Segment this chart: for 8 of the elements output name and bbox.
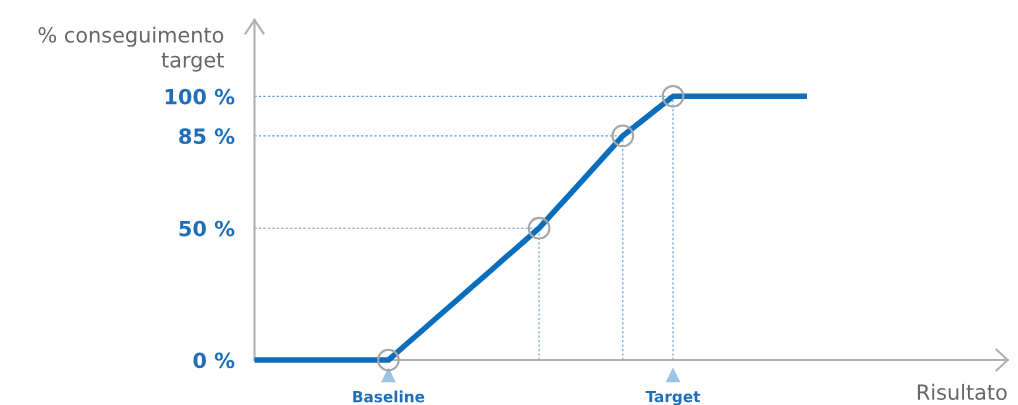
x-tick-label: Baseline	[353, 390, 425, 403]
y-tick-label: 50 %	[179, 220, 235, 237]
y-tick-label: 0 %	[193, 352, 235, 369]
x-axis-title: Risultato	[917, 383, 1007, 400]
y-axis-title: % conseguimento target	[38, 26, 224, 72]
x-tick-label: Target	[645, 390, 701, 405]
y-tick-label: 100 %	[165, 88, 235, 105]
y-tick-label: 85 %	[179, 128, 235, 145]
